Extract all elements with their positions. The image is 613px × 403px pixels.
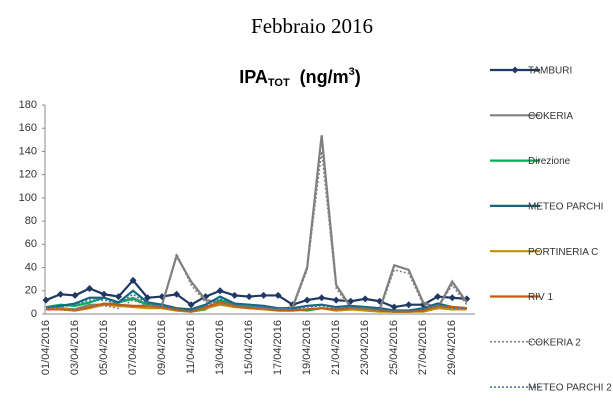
legend-label: TAMBURI [528,66,572,77]
x-tick-label: 13/04/2016 [214,320,226,375]
page-header: Febbraio 2016 [251,14,373,38]
y-tick-label: 60 [25,238,37,250]
x-tick-label: 05/04/2016 [98,320,110,375]
data-point [187,301,195,309]
series-line [46,293,467,312]
data-point [274,291,282,299]
y-tick-label: 140 [19,145,37,157]
data-point [245,293,253,301]
legend-label: COKERIA 2 [528,337,581,348]
data-point [434,293,442,301]
legend-label: RIV 1 [528,292,553,303]
title-superscript: 3 [349,66,355,78]
series-line [45,289,467,312]
series-line [46,135,468,311]
y-tick-label: 180 [19,99,37,111]
x-tick-label: 09/04/2016 [156,320,168,375]
data-point [405,301,413,309]
data-point [57,290,65,298]
legend-label: COKERIA [528,111,573,122]
y-tick-label: 0 [31,308,37,320]
y-tick-label: 40 [25,261,37,273]
data-point [390,303,398,311]
data-point [173,290,181,298]
title-main: IPA [239,67,268,87]
title-subscript: TOT [268,77,290,89]
data-point [303,296,311,304]
series-line [45,151,468,312]
legend-label: Direzione [528,156,571,167]
data-point [129,276,137,284]
chart-title: IPATOT (ng/m3) [239,66,361,89]
legend-marker [511,66,519,74]
x-tick-label: 03/04/2016 [69,320,81,375]
x-tick-label: 25/04/2016 [388,320,400,375]
data-point [260,291,268,299]
y-tick-label: 100 [19,192,37,204]
x-tick-label: 21/04/2016 [330,320,342,375]
data-point [216,287,224,295]
title-close: ) [355,67,361,87]
legend-label: PORTINERIA C [528,247,598,258]
y-tick-label: 120 [19,169,37,181]
x-tick-label: 15/04/2016 [243,320,255,375]
data-point [42,296,50,304]
x-tick-label: 29/04/2016 [446,320,458,375]
data-point [115,293,123,301]
title-unit: (ng/m [300,67,349,87]
data-point [71,291,79,299]
data-point [100,290,108,298]
legend-label: METEO PARCHI 2 [528,383,612,394]
x-tick-label: 17/04/2016 [272,320,284,375]
data-point [318,294,326,302]
data-point [448,294,456,302]
legend-label: METEO PARCHI [528,202,603,213]
y-tick-label: 80 [25,215,37,227]
x-tick-label: 27/04/2016 [417,320,429,375]
data-point [332,296,340,304]
data-point [231,291,239,299]
x-tick-label: 23/04/2016 [359,320,371,375]
data-point [361,295,369,303]
y-tick-label: 20 [25,285,37,297]
series-line [46,301,467,313]
y-tick-label: 160 [19,122,37,134]
x-tick-label: 11/04/2016 [185,320,197,374]
x-tick-label: 19/04/2016 [301,320,313,375]
data-point [144,294,152,302]
data-point [86,284,94,292]
x-tick-label: 07/04/2016 [127,320,139,375]
x-tick-label: 01/04/2016 [40,320,52,375]
